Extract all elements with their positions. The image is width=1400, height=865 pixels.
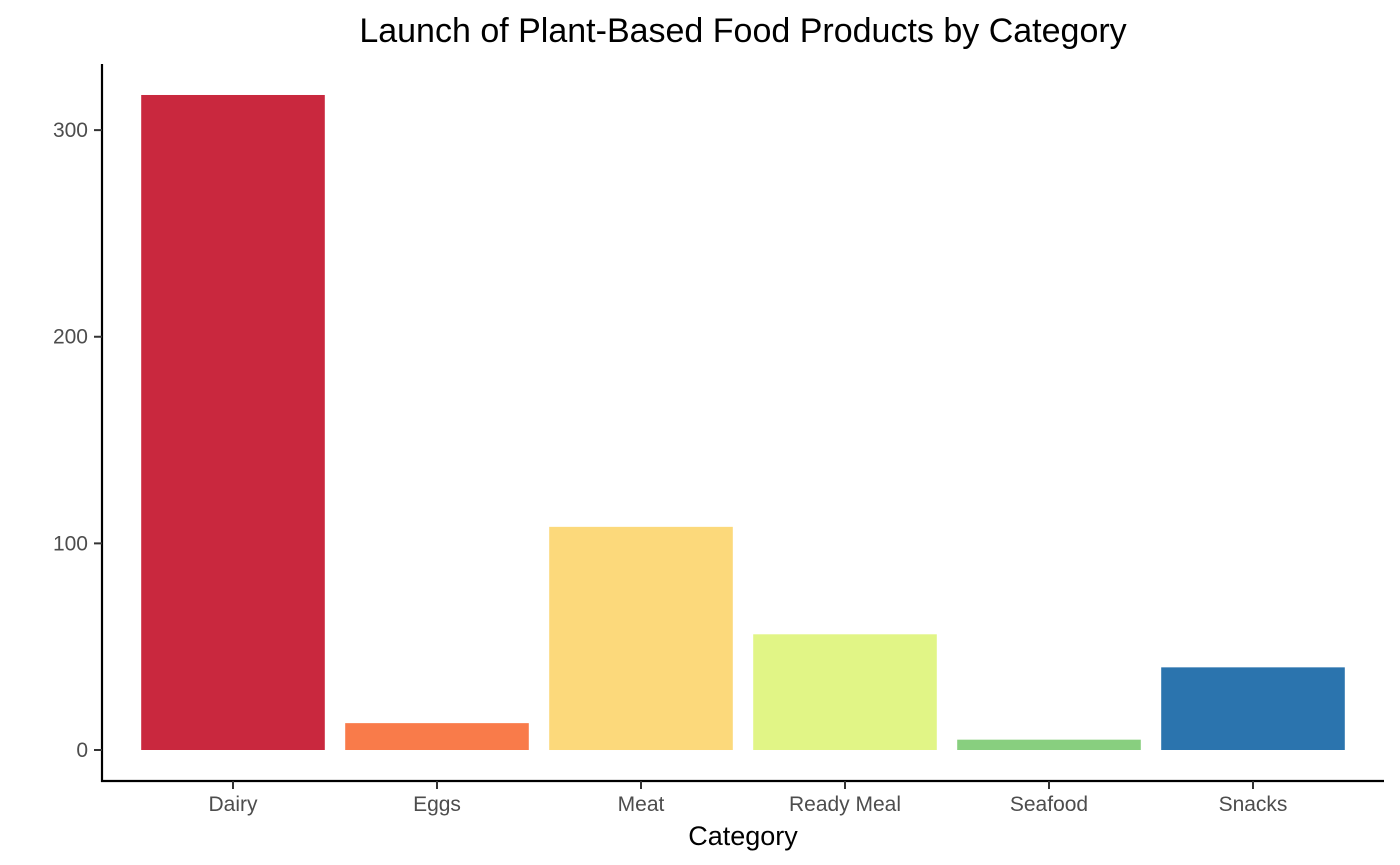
x-tick-label-snacks: Snacks	[1219, 793, 1288, 816]
x-tick-label-meat: Meat	[618, 793, 665, 816]
x-axis-title: Category	[688, 821, 798, 851]
y-tick-label-100: 100	[53, 532, 88, 555]
bar-ready-meal	[753, 634, 937, 750]
bars-layer	[141, 94, 1345, 751]
y-tick-label-200: 200	[53, 326, 88, 349]
y-tick-label-0: 0	[76, 739, 88, 762]
x-tick-label-dairy: Dairy	[208, 793, 258, 816]
bar-eggs	[345, 723, 529, 750]
x-tick-label-ready-meal: Ready Meal	[789, 793, 901, 816]
x-tick-label-eggs: Eggs	[413, 793, 461, 816]
y-axis-ticks: 0 100 200 300	[53, 119, 102, 762]
bar-meat	[549, 526, 733, 751]
bar-seafood	[957, 739, 1141, 750]
y-tick-label-300: 300	[53, 119, 88, 142]
bar-snacks	[1161, 667, 1345, 750]
x-tick-label-seafood: Seafood	[1010, 793, 1088, 816]
chart-title: Launch of Plant-Based Food Products by C…	[359, 12, 1126, 50]
bar-dairy	[141, 94, 325, 751]
x-axis-ticks: Dairy Eggs Meat Ready Meal Seafood Snacks	[208, 781, 1287, 816]
